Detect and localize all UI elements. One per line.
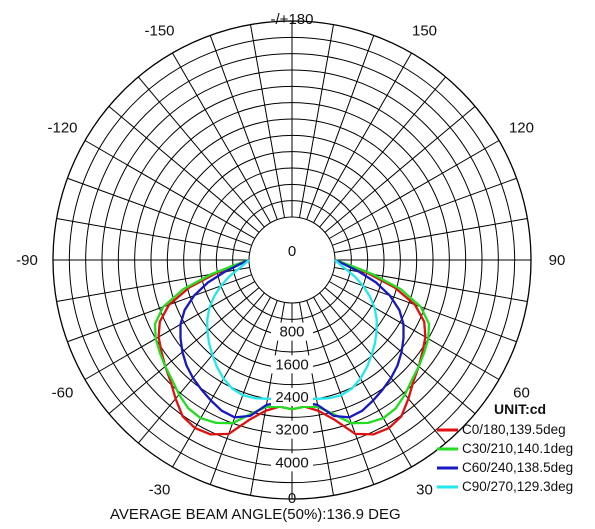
grid-spoke	[313, 52, 412, 224]
grid-spoke	[108, 105, 260, 233]
grid-spoke	[328, 140, 500, 239]
radial-tick-label: 3200	[275, 422, 308, 439]
grid-spoke	[108, 287, 260, 415]
radial-tick-label: 2400	[275, 389, 308, 406]
grid-spoke	[332, 177, 517, 246]
grid-spoke	[324, 287, 476, 415]
angle-label: 120	[509, 120, 534, 137]
tick-label-bg	[271, 420, 313, 439]
radial-tick-label: 1600	[275, 356, 308, 373]
angle-label: -150	[144, 23, 174, 40]
legend-entry: C60/240,138.5deg	[462, 460, 573, 475]
series-curve	[153, 258, 431, 425]
legend-entry: C0/180,139.5deg	[462, 422, 566, 437]
grid-spoke	[56, 218, 250, 254]
angle-label: -/+180	[271, 11, 314, 28]
tick-label-bg	[271, 453, 313, 472]
grid-ring	[232, 200, 352, 320]
legend-entry: C90/270,129.3deg	[462, 479, 573, 494]
grid-spoke	[209, 35, 278, 220]
angle-label: 0	[288, 490, 296, 507]
polar-grid	[52, 20, 532, 500]
grid-spoke	[334, 218, 528, 254]
angle-labels: -/+180 -150 150 -120 120 -90 90 -60 60 -30 30 0	[16, 11, 565, 507]
unit-label: UNIT:cd	[494, 401, 546, 417]
tick-label-bg	[271, 355, 313, 374]
legend: UNIT:cd C0/180,139.5deg C30/210,140.1deg C…	[437, 401, 573, 494]
angle-label: 30	[416, 481, 433, 498]
angle-label: -30	[149, 481, 171, 498]
grid-spoke	[306, 35, 375, 220]
angle-label: 60	[513, 385, 530, 402]
tick-label-bg	[271, 322, 313, 341]
radial-tick-label: 0	[288, 243, 296, 260]
tick-label-bg	[271, 388, 313, 406]
angle-label: -90	[16, 252, 38, 269]
grid-spoke	[306, 300, 375, 485]
grid-spoke	[172, 296, 271, 468]
grid-spoke	[250, 24, 286, 218]
grid-ring	[248, 216, 336, 304]
beam-angle-footer: AVERAGE BEAM ANGLE(50%):136.9 DEG	[110, 506, 401, 523]
radial-tick-labels: 0 800 1600 2400 3200 4000	[271, 243, 313, 472]
grid-spoke	[137, 76, 265, 228]
grid-spoke	[319, 76, 447, 228]
grid-spoke	[313, 296, 412, 468]
legend-entry: C30/210,140.1deg	[462, 441, 573, 456]
grid-spoke	[172, 52, 271, 224]
grid-spoke	[328, 281, 500, 380]
angle-label: -60	[52, 385, 74, 402]
grid-spoke	[298, 24, 334, 218]
grid-spoke	[84, 281, 256, 380]
grid-spoke	[67, 177, 252, 246]
angle-label: 150	[412, 23, 437, 40]
grid-spoke	[209, 300, 278, 485]
radial-tick-label: 800	[279, 324, 304, 341]
grid-spoke	[319, 292, 447, 444]
radial-tick-label: 4000	[275, 454, 308, 471]
angle-label: -120	[47, 120, 77, 137]
grid-spoke	[137, 292, 265, 444]
grid-spoke	[324, 105, 476, 233]
grid-spoke	[84, 140, 256, 239]
angle-label: 90	[549, 252, 566, 269]
